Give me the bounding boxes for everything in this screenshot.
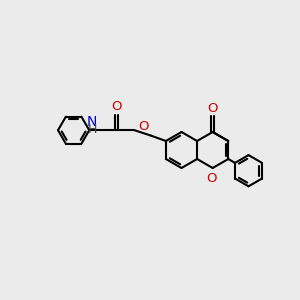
Text: H: H — [88, 123, 97, 136]
Text: N: N — [86, 115, 97, 129]
Text: O: O — [207, 102, 218, 115]
Text: O: O — [139, 120, 149, 133]
Text: O: O — [111, 100, 122, 113]
Text: O: O — [206, 172, 217, 185]
